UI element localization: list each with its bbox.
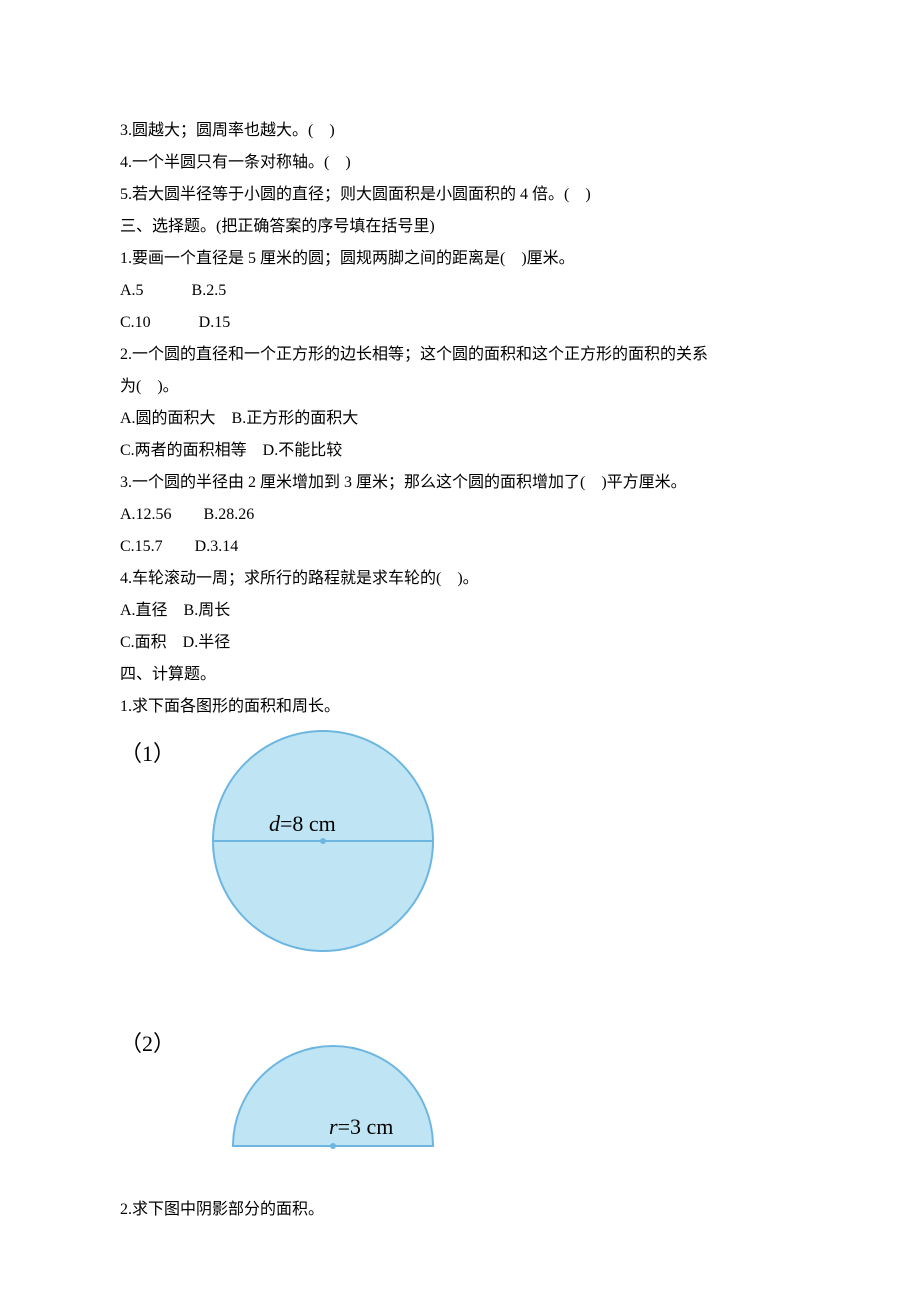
calc-q2: 2.求下图中阴影部分的面积。 <box>120 1194 800 1226</box>
section-4-heading: 四、计算题。 <box>120 659 800 691</box>
mcq-2-opts-row1: A.圆的面积大 B.正方形的面积大 <box>120 403 800 435</box>
figure-2-row: （2） r=3 cm <box>120 1017 800 1164</box>
mcq-1-opts-row1: A.5 B.2.5 <box>120 275 800 307</box>
mcq-3: 3.一个圆的半径由 2 厘米增加到 3 厘米；那么这个圆的面积增加了( )平方厘… <box>120 467 800 499</box>
section-3-heading: 三、选择题。(把正确答案的序号填在括号里) <box>120 211 800 243</box>
true-false-q4: 4.一个半圆只有一条对称轴。( ) <box>120 147 800 179</box>
true-false-q3: 3.圆越大；圆周率也越大。( ) <box>120 115 800 147</box>
mcq-4-opts-row2: C.面积 D.半径 <box>120 627 800 659</box>
figure-2-label: （2） <box>120 1022 175 1066</box>
figure-1-row: （1） d=8 cm <box>120 727 800 967</box>
svg-text:d=8 cm: d=8 cm <box>269 811 336 836</box>
figure-2-semicircle: r=3 cm <box>229 1042 437 1164</box>
figure-1-circle: d=8 cm <box>209 727 437 967</box>
mcq-3-opts-row1: A.12.56 B.28.26 <box>120 499 800 531</box>
true-false-q5: 5.若大圆半径等于小圆的直径；则大圆面积是小圆面积的 4 倍。( ) <box>120 179 800 211</box>
mcq-1: 1.要画一个直径是 5 厘米的圆；圆规两脚之间的距离是( )厘米。 <box>120 243 800 275</box>
mcq-2-opts-row2: C.两者的面积相等 D.不能比较 <box>120 435 800 467</box>
mcq-1-opts-row2: C.10 D.15 <box>120 307 800 339</box>
mcq-3-opts-row2: C.15.7 D.3.14 <box>120 531 800 563</box>
mcq-2-line1: 2.一个圆的直径和一个正方形的边长相等；这个圆的面积和这个正方形的面积的关系 <box>120 339 800 371</box>
figure-1-label: （1） <box>120 732 175 776</box>
mcq-4-opts-row1: A.直径 B.周长 <box>120 595 800 627</box>
svg-text:r=3 cm: r=3 cm <box>329 1114 393 1139</box>
mcq-2-line2: 为( )。 <box>120 371 800 403</box>
mcq-4: 4.车轮滚动一周；求所行的路程就是求车轮的( )。 <box>120 563 800 595</box>
calc-q1: 1.求下面各图形的面积和周长。 <box>120 691 800 723</box>
